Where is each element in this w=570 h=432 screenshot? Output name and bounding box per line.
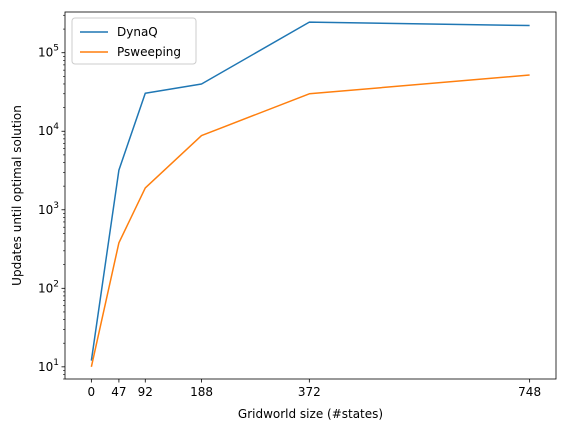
y-tick-exponent: 1 xyxy=(53,358,59,368)
y-axis-label: Updates until optimal solution xyxy=(10,105,24,286)
y-tick-exponent: 2 xyxy=(53,279,59,289)
x-tick-label: 92 xyxy=(138,385,153,399)
y-tick-base: 10 xyxy=(38,46,53,60)
x-axis-label: Gridworld size (#states) xyxy=(238,407,383,421)
y-tick-base: 10 xyxy=(38,203,53,217)
x-tick-label: 47 xyxy=(111,385,126,399)
x-tick-label: 748 xyxy=(518,385,541,399)
y-tick-base: 10 xyxy=(38,124,53,138)
x-tick-label: 372 xyxy=(298,385,321,399)
y-tick-exponent: 5 xyxy=(53,44,59,54)
legend-label: DynaQ xyxy=(117,25,158,39)
x-tick-label: 0 xyxy=(88,385,96,399)
x-tick-label: 188 xyxy=(190,385,213,399)
y-tick-base: 10 xyxy=(38,281,53,295)
y-tick-exponent: 3 xyxy=(53,201,59,211)
y-tick-base: 10 xyxy=(38,360,53,374)
y-tick-exponent: 4 xyxy=(53,122,59,132)
legend: DynaQ Psweeping xyxy=(72,18,196,64)
legend-label: Psweeping xyxy=(117,45,181,59)
